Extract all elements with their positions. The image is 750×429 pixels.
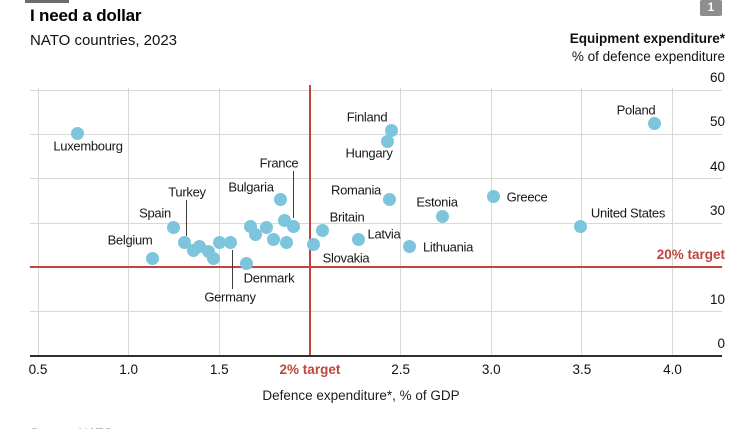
gridline-y-40 [30,178,722,180]
point-poland [647,117,661,131]
source-note: Source: NATO [30,425,113,429]
x-tick-label-2.5: 2.5 [391,362,410,377]
gridline-x-1 [128,88,130,355]
point-hungary [381,135,395,149]
point-unlabeled [249,228,263,242]
point-label-luxembourg: Luxembourg [53,138,123,154]
x-tick-label-4: 4.0 [663,362,682,377]
point-label-poland: Poland [616,102,656,118]
gridline-y-10 [30,311,722,313]
point-label-hungary: Hungary [345,145,393,161]
point-germany [223,236,237,250]
point-unlabeled [207,251,221,265]
point-label-denmark: Denmark [243,270,295,286]
y-tick-label-40: 40 [709,158,725,174]
x-tick-label-3.5: 3.5 [572,362,592,377]
point-label-spain: Spain [139,205,171,221]
point-label-turkey: Turkey [168,184,206,200]
y-axis-title-line1: Equipment expenditure* [569,31,725,46]
gridline-x-2.5 [400,88,402,355]
point-britain [316,223,330,237]
point-label-france: France [259,155,299,171]
point-luxembourg [71,126,85,140]
point-france [287,219,301,233]
gridline-y-30 [30,222,722,224]
chart-title: I need a dollar [30,6,142,25]
point-label-lithuania: Lithuania [422,239,474,255]
point-label-belgium: Belgium [107,232,153,248]
cropped-text-artifact [25,0,69,3]
point-label-finland: Finland [346,109,388,125]
point-label-latvia: Latvia [367,226,401,242]
x-tick-label-1.5: 1.5 [209,362,229,377]
point-lithuania [403,240,417,254]
gridline-y-60 [30,89,722,91]
point-label-united-states: United States [590,205,666,221]
chart-subtitle: NATO countries, 2023 [30,32,178,49]
point-finland [385,124,399,138]
point-unlabeled [279,235,293,249]
x-axis-title: Defence expenditure*, % of GDP [262,388,460,403]
y-target-label: 20% target [656,247,725,263]
point-unlabeled [259,221,273,235]
annotation-badge: 1 [700,0,722,16]
x-axis-line [30,355,722,357]
point-belgium [145,252,159,266]
point-spain [167,221,181,235]
y-target-line [30,266,722,269]
point-estonia [435,210,449,224]
gridline-x-4 [672,88,674,355]
y-axis-title-line2: % of defence expenditure [571,49,725,64]
x-target-line [308,85,311,355]
gridline-x-1.5 [218,88,220,355]
x-tick-label-0.5: 0.5 [28,362,48,377]
x-target-label: 2% target [279,362,341,377]
point-latvia [352,233,366,247]
point-unlabeled [212,235,226,249]
y-tick-label-60: 60 [709,70,725,85]
gridline-x-0.5 [37,88,39,355]
point-label-slovakia: Slovakia [322,250,370,266]
gridline-y-50 [30,133,722,135]
y-tick-label-50: 50 [709,114,725,130]
x-tick-label-1: 1.0 [119,362,139,377]
callout-line-germany [231,250,233,289]
point-unlabeled [267,233,281,247]
point-romania [383,193,397,207]
point-slovakia [307,238,321,252]
callout-line-france [293,171,294,218]
point-label-estonia: Estonia [416,194,458,210]
point-bulgaria [274,193,288,207]
point-label-romania: Romania [331,182,381,198]
point-label-greece: Greece [506,189,548,205]
point-label-germany: Germany [204,289,256,305]
callout-line-turkey [185,200,187,236]
point-greece [486,190,500,204]
point-label-britain: Britain [329,209,365,225]
gridline-x-3 [490,88,492,355]
y-tick-label-10: 10 [709,291,725,307]
point-label-bulgaria: Bulgaria [228,179,274,195]
y-tick-label-0: 0 [717,336,725,351]
x-tick-label-3: 3.0 [481,362,501,377]
point-united-states [573,220,587,234]
y-tick-label-30: 30 [709,203,725,218]
point-denmark [239,257,253,271]
